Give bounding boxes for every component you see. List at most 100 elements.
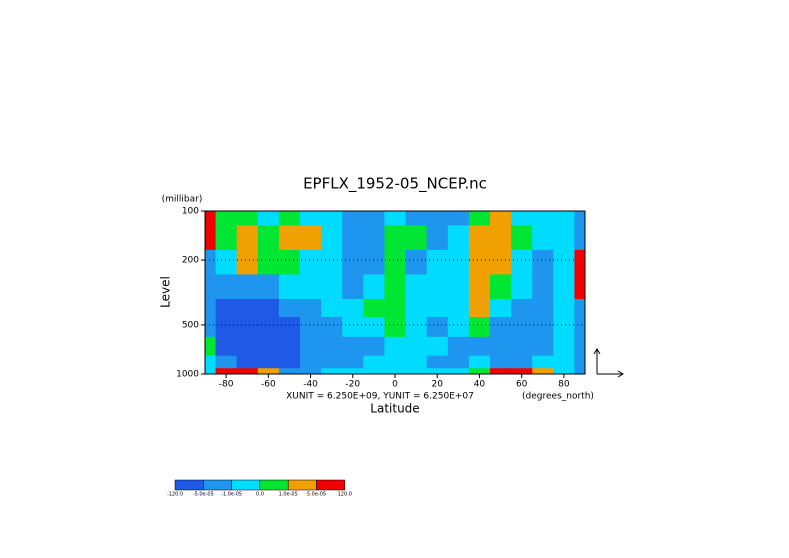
plot-frame <box>204 210 586 375</box>
field-cell <box>215 249 238 275</box>
field-cell <box>215 336 238 357</box>
field <box>205 211 585 374</box>
field-cell <box>490 249 512 275</box>
field-cell <box>363 355 385 369</box>
field-cell <box>574 298 585 318</box>
field-cell <box>205 355 217 369</box>
field-cell <box>532 249 554 275</box>
colorbar-label: 5.0e-05 <box>307 492 326 498</box>
field-cell <box>278 298 301 318</box>
field-cell <box>490 355 512 369</box>
field-cell <box>468 211 491 226</box>
field-cell <box>215 274 238 300</box>
field-cell <box>384 368 407 374</box>
field-cell <box>321 249 343 275</box>
field-cell <box>553 225 575 251</box>
field-cell <box>490 211 512 226</box>
vector-note: XUNIT = 6.250E+09, YUNIT = 6.250E+07 <box>286 392 474 402</box>
field-cell <box>205 225 217 251</box>
field-cell <box>490 336 512 357</box>
field-cell <box>363 211 385 226</box>
field-cell <box>236 298 259 318</box>
field-cell <box>363 336 385 357</box>
field-cell <box>405 336 428 357</box>
x-unit: (degrees_north) <box>522 392 594 402</box>
y-tick-label: 200 <box>182 256 199 266</box>
x-tick-label: -40 <box>303 380 318 390</box>
field-cell <box>511 336 533 357</box>
field-cell <box>257 211 280 226</box>
field-cell <box>205 317 217 338</box>
field-cell <box>574 274 585 300</box>
field-cell <box>205 298 217 318</box>
field-cell <box>532 274 554 300</box>
field-cell <box>321 336 343 357</box>
field-cell <box>511 317 533 338</box>
field-cell <box>205 336 217 357</box>
colorbar-label: -1.0e-05 <box>221 492 242 498</box>
field-cell <box>300 211 322 226</box>
field-cell <box>257 336 280 357</box>
field-cell <box>553 211 575 226</box>
field-cell <box>215 225 238 251</box>
colorbar-swatch <box>287 479 317 491</box>
field-cell <box>342 298 364 318</box>
field-cell <box>405 225 428 251</box>
field-cell <box>278 225 301 251</box>
field-cell <box>300 317 322 338</box>
field-cell <box>511 355 533 369</box>
field-cell <box>574 368 585 374</box>
field-cell <box>532 225 554 251</box>
x-tick-label: -80 <box>219 380 234 390</box>
reference-arrow <box>593 348 624 378</box>
field-cell <box>511 225 533 251</box>
field-cell <box>205 211 217 226</box>
colorbar-swatch <box>203 479 232 491</box>
field-cell <box>321 317 343 338</box>
field-cell <box>405 211 428 226</box>
field-cell <box>532 317 554 338</box>
field-cell <box>363 225 385 251</box>
chart-title: EPFLX_1952-05_NCEP.nc <box>303 175 487 194</box>
field-cell <box>468 317 491 338</box>
field-cell <box>363 298 385 318</box>
field-cell <box>278 336 301 357</box>
x-tick-label: 60 <box>516 380 528 390</box>
field-cell <box>447 211 470 226</box>
field-cell <box>405 317 428 338</box>
field-cell <box>490 368 512 374</box>
field-cell <box>447 225 470 251</box>
field-cell <box>574 336 585 357</box>
field-cell <box>300 298 322 318</box>
x-axis-title: Latitude <box>370 402 419 416</box>
field-cell <box>490 274 512 300</box>
field-cell <box>468 298 491 318</box>
field-cell <box>342 355 364 369</box>
field-cell <box>236 274 259 300</box>
field-cell <box>236 225 259 251</box>
x-tick-label: -60 <box>261 380 276 390</box>
x-tick-label: 20 <box>431 380 443 390</box>
field-cell <box>257 249 280 275</box>
field-cell <box>468 336 491 357</box>
colorbar-swatch <box>316 479 346 491</box>
field-cell <box>215 298 238 318</box>
y-tick-label: 100 <box>182 207 199 217</box>
field-cell <box>257 225 280 251</box>
field-cell <box>236 336 259 357</box>
field-cell <box>300 225 322 251</box>
field-cell <box>553 274 575 300</box>
field-cell <box>468 355 491 369</box>
field-cell <box>574 225 585 251</box>
field-cell <box>384 317 407 338</box>
field-cell <box>426 249 449 275</box>
field-cell <box>384 298 407 318</box>
field-cell <box>236 317 259 338</box>
field-cell <box>511 298 533 318</box>
field-cell <box>468 225 491 251</box>
field-cell <box>321 298 343 318</box>
field-cell <box>384 355 407 369</box>
colorbar-swatch <box>259 479 289 491</box>
field-cell <box>278 274 301 300</box>
field-cell <box>342 274 364 300</box>
